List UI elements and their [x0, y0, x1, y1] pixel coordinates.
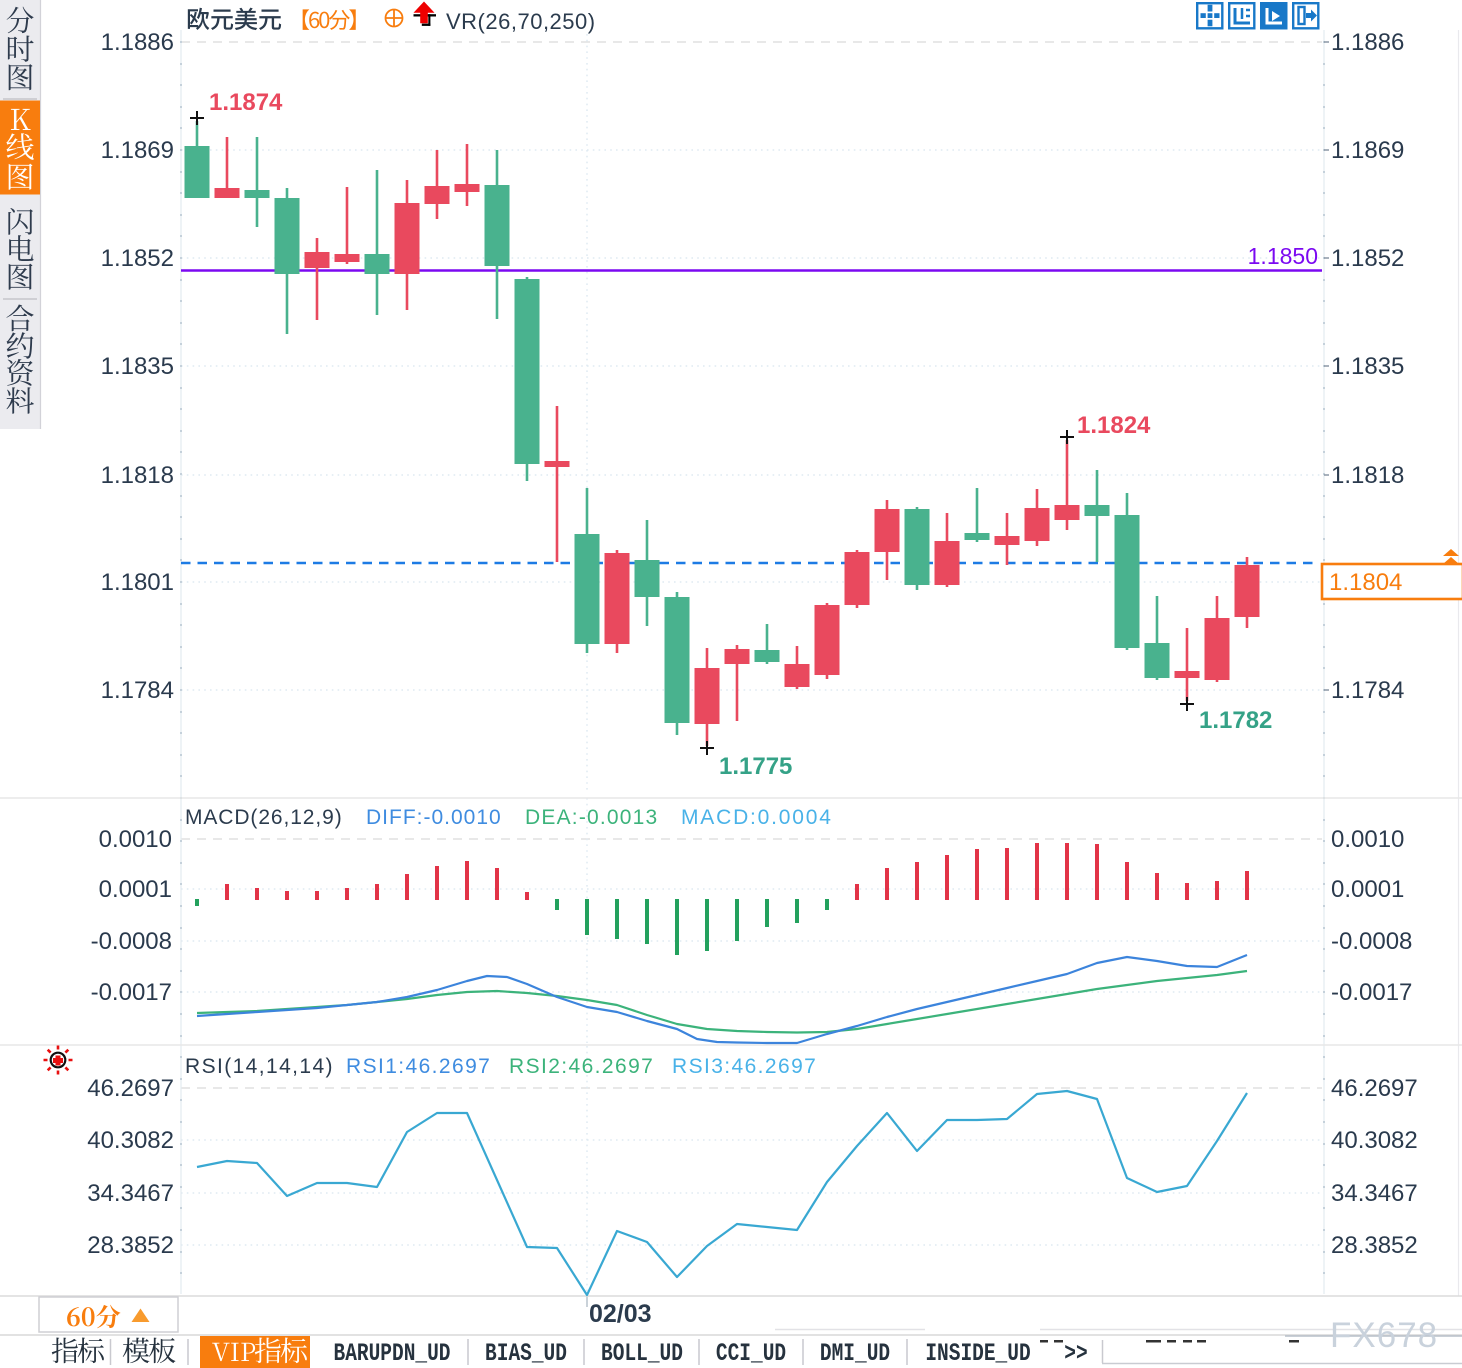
svg-text:DMI_UD: DMI_UD — [820, 1339, 890, 1368]
svg-text:1.1818: 1.1818 — [1331, 462, 1404, 489]
svg-text:-0.0008: -0.0008 — [91, 928, 172, 955]
svg-text:28.3852: 28.3852 — [1331, 1232, 1418, 1259]
svg-text:34.3467: 34.3467 — [87, 1180, 174, 1207]
svg-text:1.1869: 1.1869 — [101, 137, 174, 164]
svg-text:0.0010: 0.0010 — [1331, 826, 1404, 853]
svg-text:46.2697: 46.2697 — [87, 1075, 174, 1102]
svg-text:VR(26,70,250): VR(26,70,250) — [446, 9, 596, 34]
svg-text:40.3082: 40.3082 — [87, 1127, 174, 1154]
svg-text:1.1818: 1.1818 — [101, 462, 174, 489]
svg-text:1.1869: 1.1869 — [1331, 137, 1404, 164]
svg-text:28.3852: 28.3852 — [87, 1232, 174, 1259]
svg-text:0.0001: 0.0001 — [1331, 876, 1404, 903]
svg-text:RSI2:46.2697: RSI2:46.2697 — [509, 1055, 654, 1078]
svg-text:1.1886: 1.1886 — [1331, 29, 1404, 56]
svg-text:>>: >> — [1064, 1339, 1087, 1368]
svg-text:RSI3:46.2697: RSI3:46.2697 — [672, 1055, 817, 1078]
svg-text:40.3082: 40.3082 — [1331, 1127, 1418, 1154]
svg-text:1.1801: 1.1801 — [101, 569, 174, 596]
svg-text:CCI_UD: CCI_UD — [716, 1339, 786, 1368]
svg-text:FX678: FX678 — [1330, 1316, 1438, 1355]
svg-text:BIAS_UD: BIAS_UD — [485, 1339, 567, 1368]
svg-text:1.1835: 1.1835 — [1331, 353, 1404, 380]
svg-text:-0.0008: -0.0008 — [1331, 928, 1412, 955]
svg-text:34.3467: 34.3467 — [1331, 1180, 1418, 1207]
svg-text:DEA:-0.0013: DEA:-0.0013 — [525, 806, 658, 829]
svg-text:MACD(26,12,9): MACD(26,12,9) — [185, 806, 343, 829]
svg-text:BARUPDN_UD: BARUPDN_UD — [334, 1339, 451, 1368]
svg-text:1.1852: 1.1852 — [1331, 245, 1404, 272]
svg-text:MACD:0.0004: MACD:0.0004 — [681, 806, 833, 829]
svg-text:02/03: 02/03 — [589, 1300, 652, 1328]
svg-text:1.1782: 1.1782 — [1199, 707, 1272, 734]
svg-text:1.1824: 1.1824 — [1077, 412, 1151, 439]
svg-text:-0.0017: -0.0017 — [91, 979, 172, 1006]
svg-text:1.1852: 1.1852 — [101, 245, 174, 272]
svg-text:1.1804: 1.1804 — [1329, 569, 1402, 596]
svg-text:0.0001: 0.0001 — [99, 876, 172, 903]
svg-text:1.1775: 1.1775 — [719, 753, 792, 780]
svg-text:1.1835: 1.1835 — [101, 353, 174, 380]
svg-text:-0.0017: -0.0017 — [1331, 979, 1412, 1006]
svg-text:46.2697: 46.2697 — [1331, 1075, 1418, 1102]
svg-text:1.1784: 1.1784 — [101, 677, 174, 704]
svg-text:RSI1:46.2697: RSI1:46.2697 — [346, 1055, 491, 1078]
svg-text:1.1784: 1.1784 — [1331, 677, 1404, 704]
svg-text:RSI(14,14,14): RSI(14,14,14) — [185, 1055, 334, 1078]
svg-text:0.0010: 0.0010 — [99, 826, 172, 853]
svg-text:DIFF:-0.0010: DIFF:-0.0010 — [366, 806, 502, 829]
svg-text:INSIDE_UD: INSIDE_UD — [925, 1339, 1030, 1368]
svg-text:1.1874: 1.1874 — [209, 89, 283, 116]
svg-text:1.1886: 1.1886 — [101, 29, 174, 56]
svg-text:BOLL_UD: BOLL_UD — [601, 1339, 683, 1368]
svg-text:1.1850: 1.1850 — [1248, 243, 1318, 269]
